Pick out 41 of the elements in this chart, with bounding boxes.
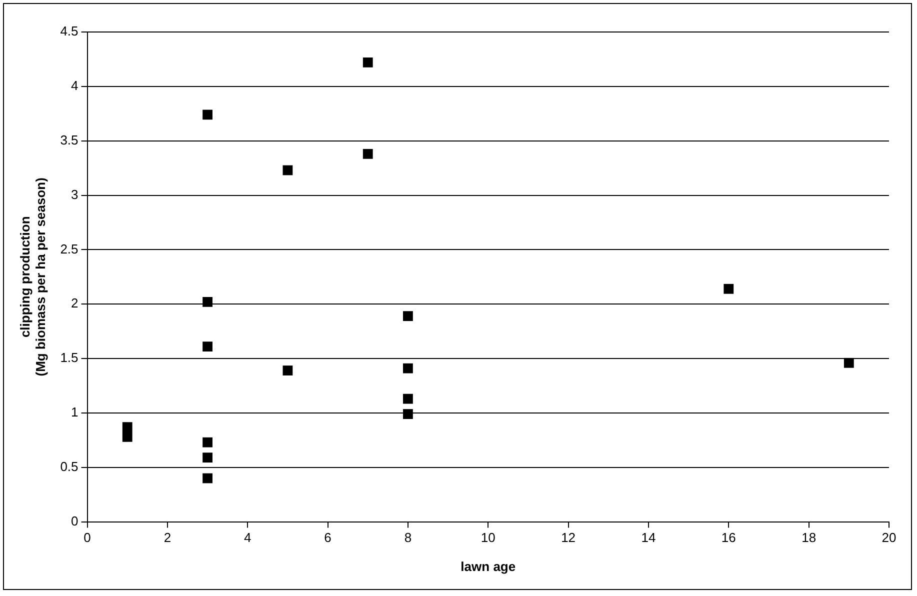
point <box>403 311 413 322</box>
x-tick-label: 16 <box>721 530 736 546</box>
x-tick-label: 2 <box>164 530 172 546</box>
y-axis-title: clipping production (Mg biomass per ha per season) <box>17 178 48 376</box>
x-axis-title: lawn age <box>460 558 516 574</box>
point <box>724 284 734 294</box>
x-tick-label: 18 <box>802 530 816 546</box>
point <box>282 366 293 376</box>
y-tick-label: 1 <box>71 404 78 420</box>
y-tick-label: 4.5 <box>60 24 78 39</box>
point <box>202 296 212 307</box>
y-tick-label: 1.5 <box>60 350 78 366</box>
x-tick-label: 14 <box>641 530 656 546</box>
point <box>202 452 212 463</box>
point <box>202 342 212 352</box>
x-tick-label: 4 <box>244 530 252 546</box>
y-tick-label: 0.5 <box>60 458 78 474</box>
x-tick-label: 0 <box>84 530 91 546</box>
x-tick-label: 20 <box>882 530 896 546</box>
point <box>282 165 293 176</box>
point <box>202 437 212 448</box>
point <box>403 409 413 419</box>
x-tick-label: 10 <box>480 530 496 546</box>
point <box>844 358 854 368</box>
point <box>202 110 212 120</box>
y-tick-label: 2.5 <box>60 241 78 256</box>
point <box>362 58 373 68</box>
y-tick-label: 3 <box>71 186 78 202</box>
point <box>403 363 413 374</box>
y-tick-label: 0 <box>71 513 78 528</box>
x-tick-label: 6 <box>324 530 332 546</box>
point <box>202 473 212 484</box>
y-tick-label: 3.5 <box>60 132 78 148</box>
y-tick-label: 4 <box>71 78 78 93</box>
x-tick-label: 12 <box>561 530 576 546</box>
x-tick-label: 8 <box>404 530 412 546</box>
point <box>403 394 413 404</box>
point <box>362 148 373 159</box>
point <box>122 432 132 442</box>
point <box>122 422 132 432</box>
y-tick-label: 2 <box>71 296 78 311</box>
